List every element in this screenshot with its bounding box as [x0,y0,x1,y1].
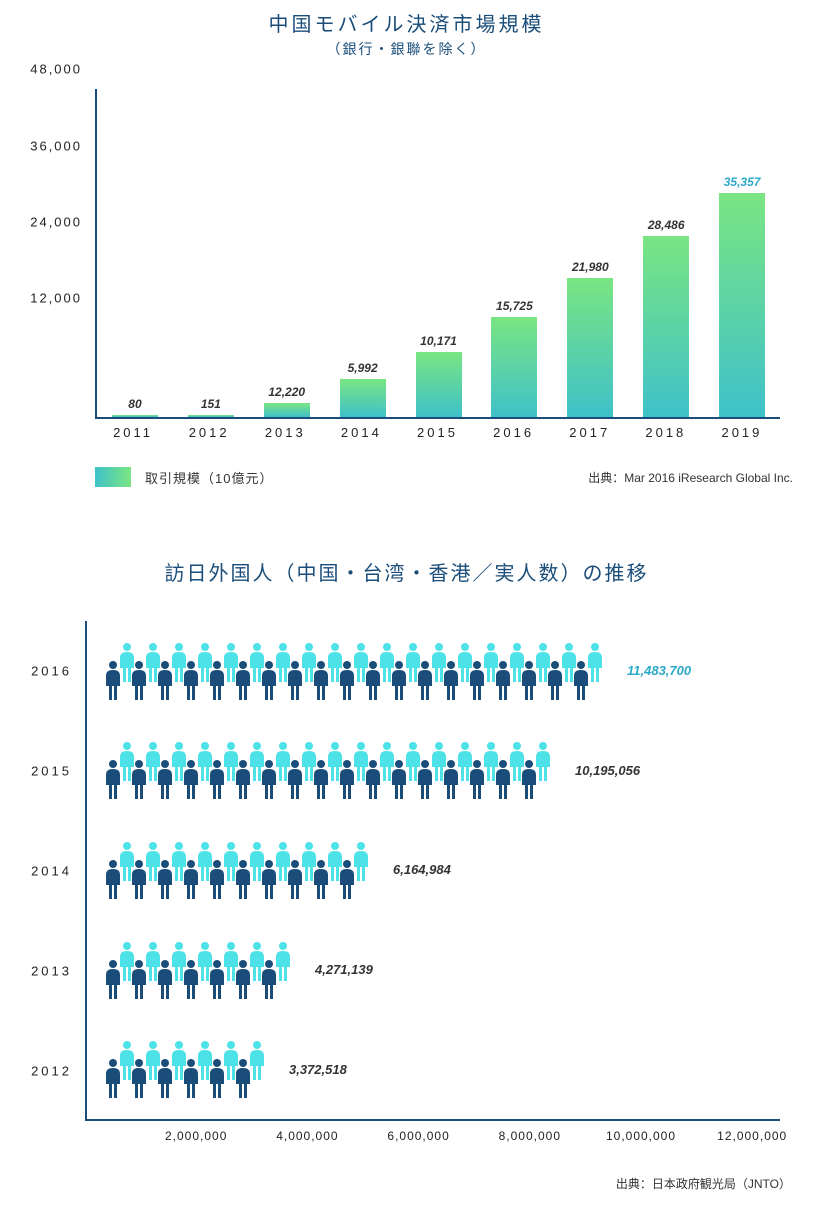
chart1-bar [188,415,234,417]
chart1-legend-swatch [95,467,131,487]
chart1-bar-value: 15,725 [496,299,533,313]
chart1-title: 中国モバイル決済市場規模 [0,8,813,37]
chart1-bar [264,403,310,417]
chart1-bar [340,379,386,417]
chart2-pictogram [101,941,297,999]
chart2-xtick: 2,000,000 [165,1129,227,1143]
chart2-picto-front-row [101,859,359,899]
chart2-ytick: 2016 [31,664,72,679]
chart2-xtick: 10,000,000 [606,1129,676,1143]
chart2-ytick: 2013 [31,964,72,979]
chart1-xtick: 2015 [399,419,475,449]
chart1-subtitle: （銀行・銀聯を除く） [0,39,813,59]
chart1-xtick: 2012 [171,419,247,449]
chart1-xtick: 2011 [95,419,171,449]
chart1-bar [112,415,158,417]
chart2-ytick: 2015 [31,764,72,779]
chart2-title: 訪日外国人（中国・台湾・香港／実人数）の推移 [0,557,813,586]
chart2-pictogram [101,741,557,799]
chart1-xtick: 2013 [247,419,323,449]
chart1-x-axis: 201120122013201420152016201720182019 [95,419,780,449]
chart1-ytick: 36,000 [30,138,82,153]
chart1-bar-value: 12,220 [268,385,305,399]
chart2-xtick: 12,000,000 [717,1129,787,1143]
chart2-xtick: 6,000,000 [387,1129,449,1143]
chart2-row-value: 6,164,984 [393,862,451,877]
chart2-row: 3,372,518 [87,1019,780,1119]
chart2-xtick: 4,000,000 [276,1129,338,1143]
chart1-ytick: 24,000 [30,214,82,229]
chart1-bar-column: 15,725 [476,89,552,417]
chart1-bar-column: 12,220 [249,89,325,417]
chart1-bar-value: 28,486 [648,218,685,232]
chart1-plot: 80 151 12,220 5,992 10,171 15,725 21,980 28,486… [95,89,780,419]
chart1-bar-value: 10,171 [420,334,457,348]
chart1-xtick: 2017 [552,419,628,449]
chart2-row: 11,483,700 [87,621,780,721]
chart1-xtick: 2018 [628,419,704,449]
chart1-bar-column: 28,486 [628,89,704,417]
chart1-bar-column: 10,171 [401,89,477,417]
chart1-y-axis: 12,00024,00036,00048,000 [20,89,90,419]
chart2-row: 4,271,139 [87,920,780,1020]
chart2-pictogram [101,1040,271,1098]
chart1-bar-column: 35,357 [704,89,780,417]
chart1-bar [416,352,462,417]
chart2-ytick: 2012 [31,1064,72,1079]
chart2-pictogram [101,841,375,899]
chart2-row-value: 3,372,518 [289,1062,347,1077]
chart2-row: 10,195,056 [87,721,780,821]
chart2-picto-front-row [101,660,593,700]
chart1-xtick: 2019 [704,419,780,449]
chart2-source: 出典：日本政府観光局（JNTO） [0,1175,791,1192]
chart2-xtick: 8,000,000 [499,1129,561,1143]
chart1-bar [567,278,613,417]
chart2-picto-front-row [101,1058,255,1098]
chart2-picto-front-row [101,759,541,799]
chart1-area: 12,00024,00036,00048,000 8015112,2205,99… [20,89,790,449]
chart2-pictogram [101,642,609,700]
chart2-plot: 11,483,700 10,195,056 6,164,984 4,271,139 3,… [85,621,780,1121]
chart2-row: 6,164,984 [87,820,780,920]
chart2-y-axis: 2016 2015 2014 2013 2012 [20,621,80,1121]
chart1-bar-value: 151 [201,397,221,411]
chart2-area: 2016 2015 2014 2013 2012 11,483,700 10,195,05… [20,621,790,1161]
chart1-bars: 80 151 12,220 5,992 10,171 15,725 21,980 28,486… [97,89,780,417]
chart2-row-value: 11,483,700 [627,663,691,678]
chart1-bar [719,193,765,417]
chart2-picto-front-row [101,959,281,999]
chart2-ytick: 2014 [31,864,72,879]
chart1-bar-value: 35,357 [724,175,761,189]
chart1-bar-value: 5,992 [348,361,378,375]
chart1-ytick: 12,000 [30,290,82,305]
chart2-row-value: 10,195,056 [575,763,640,778]
chart1-bar [491,317,537,417]
chart2-row-value: 4,271,139 [315,962,373,977]
chart1-ytick: 48,000 [30,62,82,77]
chart1-bar-column: 5,992 [325,89,401,417]
chart1-source: 出典：Mar 2016 iResearch Global Inc. [588,469,793,486]
chart1-bar-column: 21,980 [552,89,628,417]
chart1-bar-column: 80 [97,89,173,417]
chart1-bar [643,236,689,417]
chart1-xtick: 2014 [323,419,399,449]
chart2-rows: 11,483,700 10,195,056 6,164,984 4,271,139 3,… [87,621,780,1119]
chart1-legend-label: 取引規模（10億元） [145,468,273,487]
chart1-bar-value: 80 [128,397,141,411]
chart1-xtick: 2016 [476,419,552,449]
chart2-x-axis: 2,000,000 4,000,000 6,000,000 8,000,000 10,0… [85,1121,780,1161]
chart1-bar-value: 21,980 [572,260,609,274]
chart1-bar-column: 151 [173,89,249,417]
